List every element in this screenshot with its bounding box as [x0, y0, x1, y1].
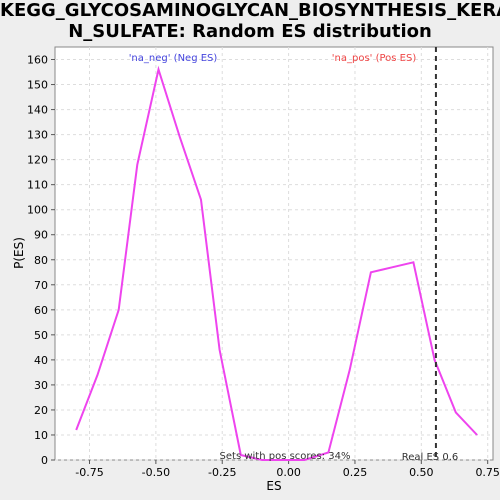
y-tick-label: 80	[34, 254, 48, 267]
grid-lines	[55, 47, 493, 461]
y-tick-label: 70	[34, 279, 48, 292]
y-tick-label: 100	[27, 204, 48, 217]
x-axis-label: ES	[266, 479, 281, 493]
y-tick-label: 130	[27, 129, 48, 142]
y-tick-label: 10	[34, 429, 48, 442]
chart-title-line-2: N_SULFATE: Random ES distribution	[68, 21, 432, 42]
y-tick-label: 90	[34, 229, 48, 242]
x-axis: -0.75 -0.50 -0.25 0.00 0.25 0.50 0.75	[75, 460, 500, 479]
y-tick-label: 120	[27, 154, 48, 167]
y-axis: 0 10 20 30 40 50 60 70 80 90 100 110 120 130 140 150 160	[27, 54, 55, 467]
y-tick-label: 150	[27, 79, 48, 92]
y-tick-label: 140	[27, 104, 48, 117]
y-tick-label: 60	[34, 304, 48, 317]
x-tick-label: -0.25	[208, 466, 236, 479]
x-tick-label: 0.75	[475, 466, 500, 479]
es-distribution-line	[75, 65, 478, 461]
y-tick-label: 0	[41, 454, 48, 467]
y-tick-label: 40	[34, 354, 48, 367]
plot-area	[54, 46, 494, 461]
y-tick-label: 20	[34, 404, 48, 417]
real-es-label: Real ES 0.6	[402, 452, 458, 463]
x-tick-label: -0.75	[75, 466, 103, 479]
pos-es-label: 'na_pos' (Pos ES)	[332, 53, 417, 64]
y-tick-label: 110	[27, 179, 48, 192]
x-tick-label: 0.00	[276, 466, 301, 479]
y-tick-label: 50	[34, 329, 48, 342]
x-tick-label: 0.25	[343, 466, 368, 479]
y-tick-label: 30	[34, 379, 48, 392]
chart-title-line-1: KEGG_GLYCOSAMINOGLYCAN_BIOSYNTHESIS_KERA…	[0, 0, 500, 21]
y-tick-label: 160	[27, 54, 48, 67]
x-tick-label: -0.50	[142, 466, 170, 479]
neg-es-label: 'na_neg' (Neg ES)	[129, 53, 218, 64]
y-axis-label: P(ES)	[12, 237, 26, 269]
chart-title: KEGG_GLYCOSAMINOGLYCAN_BIOSYNTHESIS_KERA…	[0, 0, 500, 42]
x-tick-label: 0.50	[409, 466, 434, 479]
sets-with-pos-scores-label: Sets with pos scores: 34%	[220, 451, 351, 462]
